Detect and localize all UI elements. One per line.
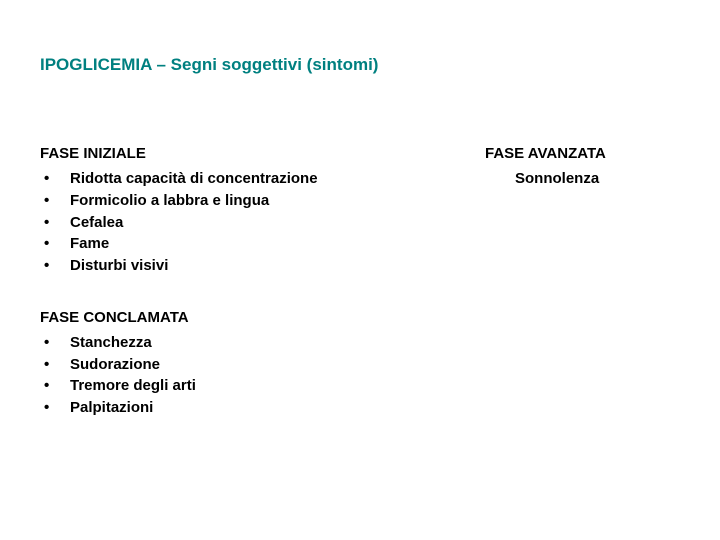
list-item: •Formicolio a labbra e lingua	[40, 190, 485, 212]
bullet-icon: •	[40, 190, 70, 212]
section-heading: FASE AVANZATA	[485, 145, 680, 162]
list-item-label: Palpitazioni	[70, 397, 153, 419]
bullet-icon: •	[40, 354, 70, 376]
bullet-icon: •	[40, 233, 70, 255]
slide-container: IPOGLICEMIA – Segni soggettivi (sintomi)…	[0, 0, 720, 540]
list-item-label: Stanchezza	[70, 332, 152, 354]
list-item: •Ridotta capacità di concentrazione	[40, 168, 485, 190]
section-heading: FASE CONCLAMATA	[40, 309, 485, 326]
list-item: •Tremore degli arti	[40, 375, 485, 397]
list-item: •Palpitazioni	[40, 397, 485, 419]
slide-title: IPOGLICEMIA – Segni soggettivi (sintomi)	[40, 55, 680, 75]
list-item-label: Tremore degli arti	[70, 375, 196, 397]
bullet-icon: •	[40, 255, 70, 277]
bullet-icon: •	[40, 332, 70, 354]
section-heading: FASE INIZIALE	[40, 145, 485, 162]
bullet-icon: •	[40, 397, 70, 419]
bullet-list: •Ridotta capacità di concentrazione •For…	[40, 168, 485, 277]
bullet-list: •Stanchezza •Sudorazione •Tremore degli …	[40, 332, 485, 419]
list-item-label: Fame	[70, 233, 109, 255]
list-item-label: Formicolio a labbra e lingua	[70, 190, 269, 212]
left-column: FASE INIZIALE •Ridotta capacità di conce…	[40, 145, 485, 451]
bullet-icon: •	[40, 375, 70, 397]
section-iniziale: FASE INIZIALE •Ridotta capacità di conce…	[40, 145, 485, 277]
list-item: •Cefalea	[40, 212, 485, 234]
list-item: •Sudorazione	[40, 354, 485, 376]
section-conclamata: FASE CONCLAMATA •Stanchezza •Sudorazione…	[40, 309, 485, 419]
list-item-label: Sudorazione	[70, 354, 160, 376]
list-item-label: Ridotta capacità di concentrazione	[70, 168, 318, 190]
list-item-label: Disturbi visivi	[70, 255, 168, 277]
list-item: •Disturbi visivi	[40, 255, 485, 277]
list-item-label: Cefalea	[70, 212, 123, 234]
list-item-label: Sonnolenza	[485, 168, 680, 190]
list-item: •Fame	[40, 233, 485, 255]
bullet-icon: •	[40, 212, 70, 234]
content-columns: FASE INIZIALE •Ridotta capacità di conce…	[40, 145, 680, 451]
bullet-icon: •	[40, 168, 70, 190]
list-item: •Stanchezza	[40, 332, 485, 354]
right-column: FASE AVANZATA Sonnolenza	[485, 145, 680, 451]
